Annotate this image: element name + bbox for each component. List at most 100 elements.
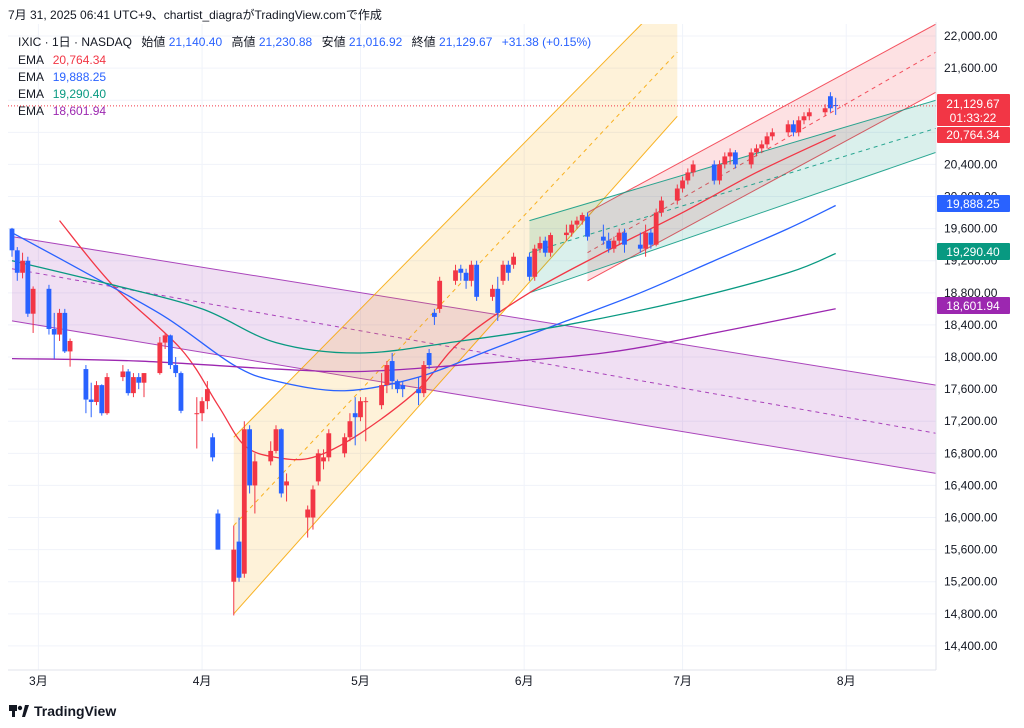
ema-line-1 (59, 134, 836, 461)
candle (616, 228, 622, 245)
candle-body (342, 437, 348, 454)
candle-body (231, 549, 237, 582)
x-axis: 3月 4月 5月 6月 7月 8月 (29, 674, 856, 688)
candle (458, 264, 464, 281)
candle-body (769, 132, 775, 137)
candle-body (463, 272, 469, 281)
y-tick-label: 21,600.00 (944, 61, 998, 75)
brand-label: TradingView (34, 703, 116, 719)
y-tick-label: 18,800.00 (944, 286, 998, 300)
candle-body (162, 335, 168, 343)
candle (532, 244, 538, 281)
candle (806, 108, 812, 121)
ema-legend-3: EMA 19,290.40 (18, 87, 106, 101)
candle-body (754, 148, 759, 153)
candle (358, 397, 363, 422)
candle-body (432, 312, 437, 317)
candle-body (389, 361, 395, 382)
candle (569, 220, 575, 237)
channel-upper-line (233, 24, 643, 438)
candle-body (141, 373, 147, 383)
candle-body (490, 288, 495, 297)
candle-body (400, 385, 406, 390)
candle (347, 413, 353, 442)
candle (9, 227, 15, 257)
channel-mid-line (529, 127, 936, 254)
ema-4-tag-value: 18,601.94 (946, 299, 1000, 313)
candle (574, 216, 580, 229)
close-label: 終値 (412, 34, 436, 49)
candle-body (416, 389, 421, 394)
candle-body (83, 369, 89, 400)
candle (125, 369, 131, 396)
x-tick-label: 6月 (515, 674, 534, 688)
candle (505, 260, 511, 281)
candle (236, 517, 242, 582)
candle-body (791, 124, 796, 133)
candle-body (732, 152, 738, 165)
x-tick-label: 8月 (837, 674, 856, 688)
candle-body (458, 268, 464, 273)
ema-2-value: 19,888.25 (53, 70, 107, 84)
candle (542, 236, 548, 257)
y-tick-label: 14,400.00 (944, 639, 998, 653)
candle (711, 160, 717, 185)
candle (796, 116, 802, 137)
candle-body (828, 96, 833, 109)
open-label: 始値 (141, 34, 165, 49)
tradingview-brand[interactable]: TradingView (9, 703, 116, 719)
candle-body (173, 365, 179, 374)
candle (416, 377, 421, 406)
candle (437, 276, 443, 313)
candle-body (574, 220, 580, 225)
y-tick-label: 17,600.00 (944, 382, 998, 396)
channel-upper-line (587, 24, 936, 214)
candle-body (67, 340, 73, 352)
candle (173, 357, 179, 378)
candle (30, 286, 36, 333)
x-tick-label: 7月 (673, 674, 692, 688)
candle-body (659, 200, 664, 213)
channel-fill (233, 24, 678, 614)
candle (342, 433, 348, 458)
candle (178, 371, 184, 414)
candle (241, 421, 247, 578)
candle-body (136, 377, 142, 383)
candle-body (9, 228, 15, 251)
candle (754, 144, 759, 157)
candle (120, 365, 126, 382)
candle-body (585, 216, 590, 237)
symbol-label: IXIC · 1日 · NASDAQ (18, 35, 132, 49)
candle-body (690, 164, 696, 173)
candle-body (653, 212, 659, 245)
candle (791, 120, 796, 137)
candle (326, 429, 332, 462)
candle (495, 276, 501, 321)
close-value: 21,129.67 (439, 35, 493, 49)
candle (637, 232, 643, 253)
candle-body (268, 450, 274, 462)
countdown-value: 01:33:22 (950, 111, 997, 125)
candle-body (453, 270, 458, 281)
last-price-value: 21,129.67 (946, 97, 1000, 111)
candle (748, 148, 754, 169)
ema-2-tag-value: 19,888.25 (946, 197, 1000, 211)
candle-body (616, 232, 622, 241)
ema-1-tag-bg (937, 127, 1010, 143)
candle-body (685, 172, 691, 181)
channel-fill (12, 236, 936, 474)
candle-body (194, 413, 200, 415)
chart-caption: 7月 31, 2025 06:41 UTC+9、chartist_diagraが… (8, 7, 382, 22)
ema-legend: EMA 20,764.34 EMA 19,888.25 EMA 19,290.4… (18, 53, 106, 118)
candle-body (468, 264, 474, 281)
candle-body (426, 353, 432, 366)
candle-body (727, 152, 733, 157)
high-label: 高値 (231, 34, 255, 49)
candle (600, 224, 606, 245)
candle-body (579, 214, 585, 221)
candle (453, 264, 458, 285)
candle (104, 373, 110, 415)
high-value: 21,230.88 (259, 35, 313, 49)
ema-1-tag: 20,764.34 (937, 127, 1010, 143)
